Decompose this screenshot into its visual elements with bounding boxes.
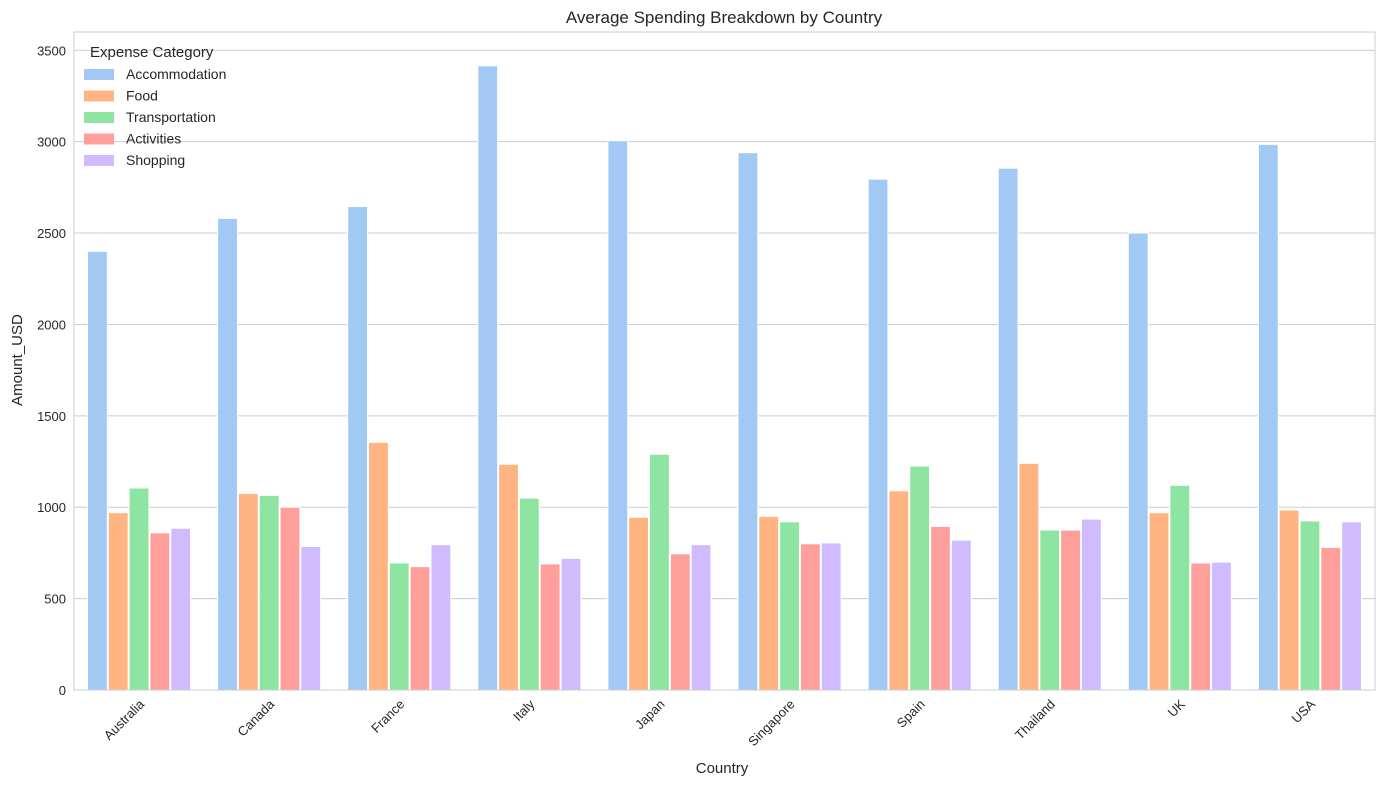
x-tick-label: Italy (510, 696, 538, 724)
x-tick-label: Japan (632, 697, 668, 733)
bar-accommodation-singapore (737, 152, 759, 691)
bar-activities-japan (669, 553, 691, 691)
bar-transportation-usa (1299, 520, 1321, 691)
bar-shopping-italy (560, 557, 582, 691)
bar-transportation-canada (258, 494, 280, 691)
bar-activities-uk (1190, 562, 1212, 691)
legend-label-accommodation: Accommodation (126, 66, 226, 82)
legend-swatch-shopping (84, 155, 114, 166)
bar-activities-australia (149, 532, 171, 691)
legend-label-shopping: Shopping (126, 152, 185, 168)
bar-activities-usa (1320, 546, 1342, 691)
bar-activities-france (409, 566, 431, 691)
bar-shopping-canada (300, 546, 322, 691)
x-tick-label: UK (1165, 696, 1189, 720)
plot-frame (73, 31, 1376, 691)
legend: Expense Category Accommodation Food Transp… (84, 44, 226, 168)
legend-swatch-transportation (84, 112, 114, 123)
y-axis-label: Amount_USD (9, 314, 26, 406)
bar-shopping-australia (170, 527, 192, 691)
legend-swatch-activities (84, 133, 114, 145)
bar-food-spain (888, 490, 910, 691)
bar-food-singapore (758, 515, 780, 691)
bar-food-uk (1148, 512, 1170, 691)
bar-accommodation-spain (867, 178, 889, 691)
bar-activities-italy (539, 563, 561, 691)
chart-title: Average Spending Breakdown by Country (566, 8, 883, 27)
y-tick-label: 0 (59, 683, 66, 698)
bar-accommodation-japan (607, 140, 629, 691)
y-tick-label: 1000 (37, 500, 66, 515)
bar-shopping-spain (950, 539, 972, 691)
legend-title: Expense Category (90, 44, 214, 61)
bar-activities-canada (279, 506, 301, 691)
y-tick-label: 1500 (37, 409, 66, 424)
x-axis-label: Country (696, 760, 749, 777)
x-tick-label: USA (1289, 696, 1319, 726)
bar-accommodation-france (347, 206, 369, 691)
bar-activities-spain (930, 525, 951, 691)
y-axis-ticks: 0 500 1000 1500 2000 2500 3000 3500 (37, 43, 66, 698)
bar-accommodation-australia (87, 250, 108, 691)
y-tick-label: 2000 (37, 317, 66, 332)
x-tick-label: Thailand (1012, 697, 1058, 743)
bar-transportation-australia (128, 487, 150, 691)
bar-accommodation-canada (217, 217, 238, 691)
bar-food-australia (107, 512, 129, 691)
y-tick-label: 3000 (37, 135, 66, 150)
legend-label-activities: Activities (126, 131, 181, 147)
bar-food-thailand (1018, 462, 1040, 691)
x-tick-label: Spain (894, 697, 928, 731)
bar-food-france (368, 441, 389, 691)
bar-shopping-france (430, 544, 452, 691)
bar-shopping-singapore (820, 542, 842, 691)
bars (87, 65, 1362, 691)
bar-transportation-france (388, 562, 410, 691)
bar-food-usa (1278, 509, 1300, 691)
legend-swatch-food (84, 90, 114, 102)
bar-accommodation-usa (1257, 143, 1279, 691)
legend-swatch-accommodation (84, 69, 114, 80)
bar-shopping-usa (1341, 521, 1362, 691)
bar-accommodation-italy (477, 65, 499, 691)
bar-food-canada (237, 493, 259, 691)
bar-shopping-japan (690, 544, 712, 691)
bar-activities-thailand (1060, 529, 1081, 691)
bar-food-japan (628, 516, 650, 691)
y-tick-label: 3500 (37, 43, 66, 58)
legend-label-food: Food (126, 88, 158, 104)
bar-accommodation-thailand (997, 167, 1019, 691)
legend-label-transportation: Transportation (126, 109, 216, 125)
bar-activities-singapore (799, 543, 821, 691)
x-tick-label: Canada (234, 696, 277, 739)
x-tick-label: France (368, 697, 407, 736)
x-tick-label: Singapore (745, 697, 798, 750)
bar-transportation-singapore (779, 521, 800, 691)
bar-transportation-japan (649, 453, 670, 691)
bar-shopping-uk (1211, 561, 1232, 691)
bar-shopping-thailand (1080, 518, 1102, 691)
bar-transportation-spain (909, 465, 931, 691)
y-tick-label: 500 (44, 592, 66, 607)
x-axis-ticks: Australia Canada France Italy Japan Singapore… (101, 696, 1319, 749)
bar-transportation-italy (518, 497, 540, 691)
bar-transportation-uk (1169, 484, 1191, 691)
y-tick-label: 2500 (37, 226, 66, 241)
bar-transportation-thailand (1039, 529, 1061, 691)
bar-food-italy (498, 463, 519, 691)
bar-accommodation-uk (1127, 232, 1149, 691)
x-tick-label: Australia (101, 696, 148, 743)
